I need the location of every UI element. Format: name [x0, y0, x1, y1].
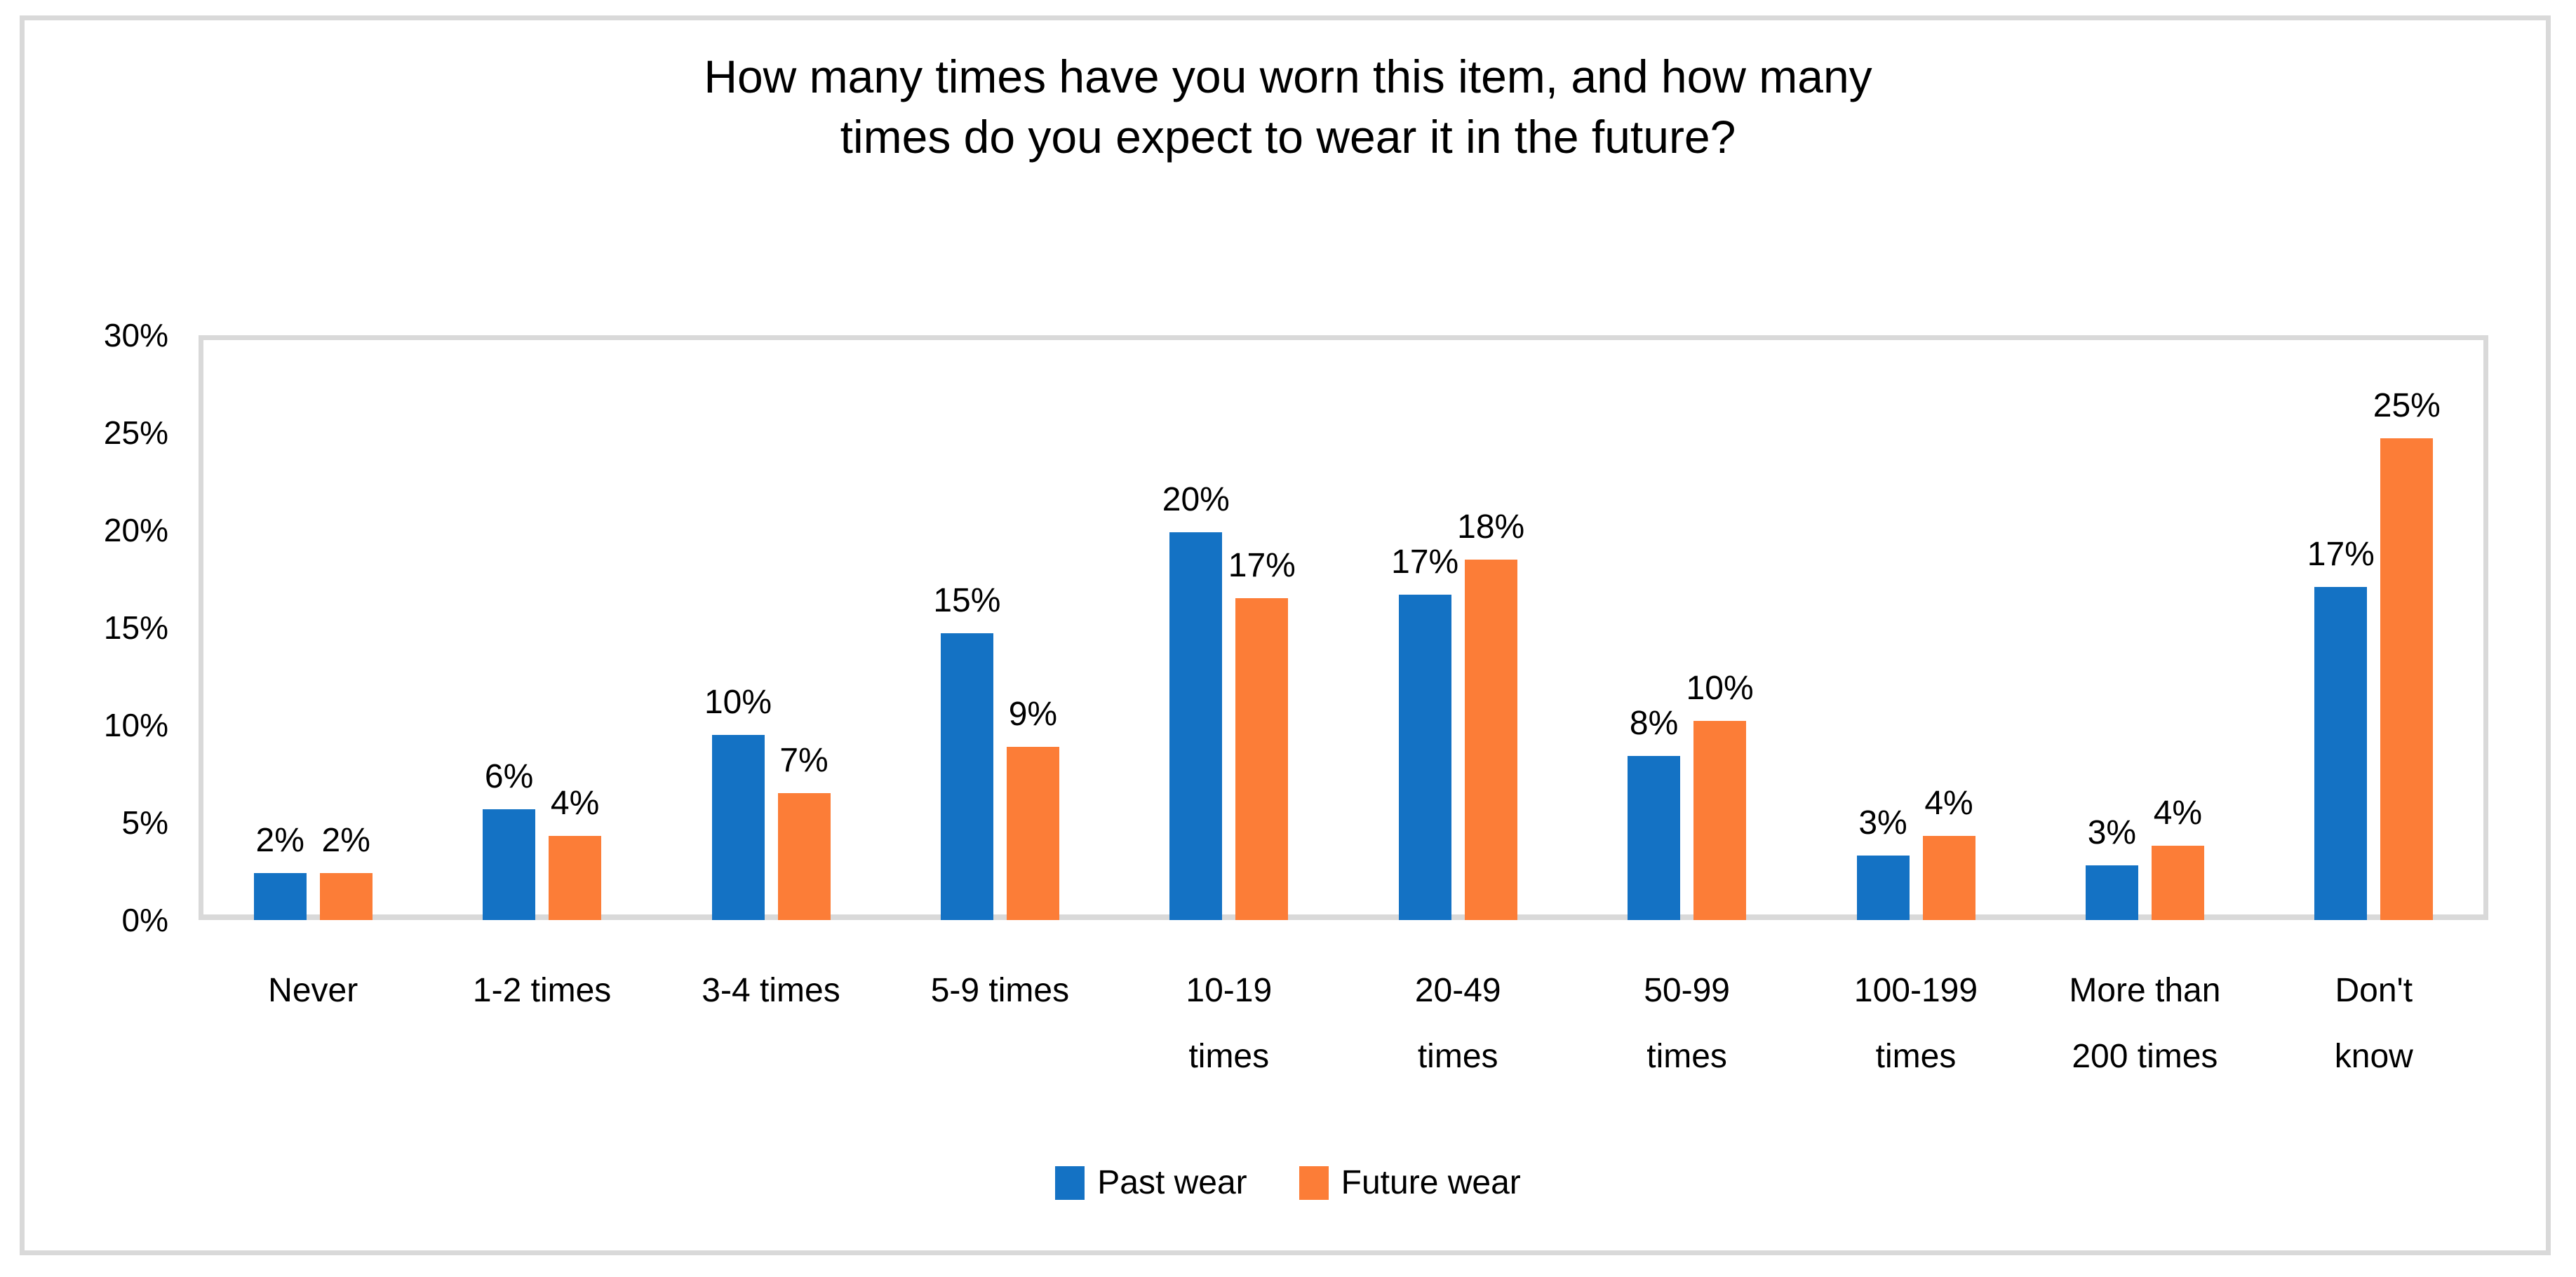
legend-swatch-future-wear [1299, 1166, 1329, 1200]
x-label-line: Don't [2335, 972, 2413, 1009]
data-label-future-wear-50-99-times: 10% [1686, 670, 1754, 708]
bar-past-wear-100-199-times [1856, 856, 1910, 920]
x-label-line: Never [268, 972, 358, 1009]
data-label-future-wear-10-19-times: 17% [1228, 547, 1296, 585]
data-label-future-wear-100-199-times: 4% [1924, 785, 1973, 823]
x-label-line: times [1875, 1038, 1957, 1075]
y-tick-30pct: 30% [103, 317, 168, 353]
x-label-10-19-times: 10-19 times [1115, 958, 1343, 1090]
x-label-line: More than [2069, 972, 2221, 1009]
data-label-past-wear-1-2-times: 6% [484, 757, 534, 795]
chart-title: How many times have you worn this item, … [0, 46, 2576, 167]
x-label-1-2-times: 1-2 times [427, 958, 656, 1024]
x-label-line: times [1417, 1038, 1498, 1075]
bar-past-wear-3-4-times [711, 734, 765, 920]
data-label-past-wear-20-49-times: 17% [1391, 543, 1459, 581]
x-label-line: 3-4 times [702, 972, 840, 1009]
x-label-line: 200 times [2072, 1038, 2218, 1075]
legend-item-past-wear: Past wear [1055, 1165, 1247, 1201]
legend-swatch-past-wear [1055, 1166, 1085, 1200]
x-label-don-t-know: Don't know [2260, 958, 2488, 1090]
bar-future-wear-100-199-times [1922, 836, 1975, 920]
y-tick-15pct: 15% [103, 609, 168, 646]
bar-past-wear-more-than-200-times [2085, 865, 2138, 920]
x-label-line: times [1646, 1038, 1727, 1075]
data-label-future-wear-3-4-times: 7% [779, 742, 829, 780]
y-tick-0pct: 0% [121, 902, 168, 938]
data-label-past-wear-50-99-times: 8% [1629, 705, 1679, 743]
chart-title-line-2: times do you expect to wear it in the fu… [840, 111, 1736, 163]
legend-label-future-wear: Future wear [1341, 1164, 1521, 1201]
data-label-past-wear-never: 2% [255, 822, 304, 860]
data-label-past-wear-5-9-times: 15% [933, 582, 1001, 620]
y-tick-10pct: 10% [103, 707, 168, 743]
x-label-100-199-times: 100-199 times [1802, 958, 2030, 1090]
bar-past-wear-10-19-times [1169, 532, 1223, 920]
bar-past-wear-5-9-times [940, 633, 993, 920]
x-label-20-49-times: 20-49 times [1343, 958, 1572, 1090]
data-label-future-wear-don-t-know: 25% [2373, 387, 2441, 425]
x-label-line: 20-49 [1414, 972, 1501, 1009]
y-tick-25pct: 25% [103, 414, 168, 451]
x-label-line: 50-99 [1644, 972, 1730, 1009]
x-label-3-4-times: 3-4 times [657, 958, 885, 1024]
x-label-line: 10-19 [1186, 972, 1273, 1009]
figure-border [20, 15, 2551, 1255]
x-label-never: Never [199, 958, 427, 1024]
x-label-more-than-200-times: More than 200 times [2030, 958, 2259, 1090]
x-label-line: 1-2 times [472, 972, 612, 1009]
bar-future-wear-50-99-times [1693, 721, 1747, 920]
x-label-line: know [2334, 1038, 2413, 1075]
chart-title-line-1: How many times have you worn this item, … [704, 50, 1872, 102]
bar-future-wear-don-t-know [2380, 438, 2434, 920]
legend-label-past-wear: Past wear [1097, 1164, 1247, 1201]
data-label-future-wear-1-2-times: 4% [550, 785, 600, 823]
x-label-line: 5-9 times [930, 972, 1070, 1009]
data-label-future-wear-never: 2% [321, 822, 370, 860]
bar-future-wear-never [319, 873, 373, 920]
data-label-past-wear-10-19-times: 20% [1162, 480, 1230, 518]
x-label-line: times [1188, 1038, 1270, 1075]
data-label-past-wear-more-than-200-times: 3% [2087, 814, 2137, 852]
bar-future-wear-3-4-times [777, 793, 831, 920]
legend: Past wear Future wear [0, 1158, 2576, 1208]
data-label-future-wear-5-9-times: 9% [1008, 695, 1058, 733]
bar-future-wear-more-than-200-times [2151, 846, 2204, 920]
bar-past-wear-don-t-know [2314, 586, 2368, 920]
y-tick-20pct: 20% [103, 512, 168, 548]
y-tick-5pct: 5% [121, 804, 168, 841]
bar-future-wear-1-2-times [549, 836, 602, 920]
plot-area [199, 335, 2488, 920]
data-label-future-wear-more-than-200-times: 4% [2153, 795, 2203, 832]
data-label-future-wear-20-49-times: 18% [1457, 508, 1525, 546]
data-label-past-wear-don-t-know: 17% [2307, 535, 2375, 573]
data-label-past-wear-100-199-times: 3% [1858, 804, 1907, 842]
bar-past-wear-50-99-times [1628, 756, 1681, 920]
bar-future-wear-10-19-times [1235, 598, 1289, 920]
bar-past-wear-never [253, 873, 307, 920]
bar-future-wear-5-9-times [1006, 746, 1059, 920]
x-label-50-99-times: 50-99 times [1572, 958, 1801, 1090]
bar-past-wear-20-49-times [1398, 594, 1451, 920]
bar-future-wear-20-49-times [1464, 559, 1517, 920]
x-label-5-9-times: 5-9 times [885, 958, 1114, 1024]
data-label-past-wear-3-4-times: 10% [704, 683, 772, 721]
x-label-line: 100-199 [1853, 972, 1978, 1009]
legend-item-future-wear: Future wear [1299, 1165, 1521, 1201]
bar-past-wear-1-2-times [483, 809, 536, 920]
